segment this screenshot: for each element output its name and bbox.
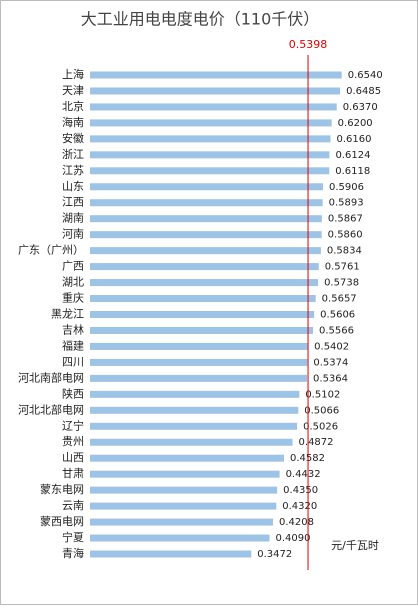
bar bbox=[90, 470, 280, 478]
category-label: 吉林 bbox=[62, 322, 84, 336]
category-label: 河北北部电网 bbox=[18, 402, 84, 416]
bar bbox=[90, 311, 315, 318]
value-label: 0.6370 bbox=[343, 102, 378, 113]
value-label: 0.5834 bbox=[327, 246, 362, 257]
bar bbox=[90, 518, 273, 526]
bar bbox=[90, 454, 284, 462]
bar bbox=[90, 438, 293, 446]
bar bbox=[90, 550, 252, 558]
category-label: 青海 bbox=[62, 546, 84, 560]
bar bbox=[90, 358, 308, 366]
unit-label: 元/千瓦时 bbox=[331, 539, 379, 552]
category-label: 广西 bbox=[62, 260, 84, 273]
value-label: 0.6485 bbox=[346, 86, 381, 97]
bar bbox=[90, 263, 319, 271]
category-label: 甘肃 bbox=[62, 467, 84, 480]
category-label: 广东（广州） bbox=[18, 244, 84, 257]
category-label: 湖南 bbox=[62, 212, 84, 225]
value-label: 0.5374 bbox=[313, 357, 348, 368]
category-label: 江苏 bbox=[62, 164, 84, 177]
bar bbox=[90, 390, 300, 398]
value-label: 0.3472 bbox=[257, 549, 292, 560]
value-label: 0.4350 bbox=[283, 485, 318, 496]
value-label: 0.6118 bbox=[335, 166, 370, 177]
category-label: 安徽 bbox=[62, 131, 84, 145]
category-label: 湖北 bbox=[62, 276, 84, 289]
bar bbox=[90, 167, 330, 175]
bar bbox=[90, 406, 299, 414]
value-label: 0.5026 bbox=[303, 421, 338, 432]
value-label: 0.6160 bbox=[337, 134, 372, 145]
value-label: 0.4432 bbox=[286, 469, 321, 480]
value-label: 0.5761 bbox=[325, 262, 360, 273]
category-label: 宁夏 bbox=[62, 530, 84, 544]
category-label: 蒙东电网 bbox=[40, 483, 84, 496]
bar bbox=[90, 87, 341, 95]
category-label: 浙江 bbox=[62, 148, 84, 161]
bar bbox=[90, 374, 308, 382]
bar bbox=[90, 342, 309, 350]
category-label: 北京 bbox=[62, 99, 84, 113]
value-label: 0.5402 bbox=[314, 341, 349, 352]
category-label: 四川 bbox=[62, 355, 84, 368]
category-label: 山西 bbox=[62, 451, 84, 464]
bar bbox=[90, 215, 322, 223]
bar bbox=[90, 534, 270, 542]
bar bbox=[90, 247, 321, 255]
chart-title: 大工业用电电度电价（110千伏） bbox=[81, 10, 320, 29]
value-label: 0.5906 bbox=[329, 182, 364, 193]
bar bbox=[90, 199, 323, 207]
category-label: 重庆 bbox=[62, 291, 84, 305]
reference-label: 0.5398 bbox=[289, 38, 328, 51]
value-label: 0.5738 bbox=[324, 278, 359, 289]
category-label: 河北南部电网 bbox=[18, 370, 84, 384]
bar bbox=[90, 119, 332, 127]
value-label: 0.5657 bbox=[322, 294, 357, 305]
category-label: 辽宁 bbox=[62, 418, 84, 432]
bar bbox=[90, 326, 313, 334]
category-label: 黑龙江 bbox=[51, 308, 84, 321]
bar bbox=[90, 71, 342, 79]
bar bbox=[90, 231, 322, 239]
value-label: 0.6200 bbox=[338, 118, 373, 129]
value-label: 0.5364 bbox=[313, 373, 348, 384]
category-label: 陕西 bbox=[62, 386, 84, 400]
category-label: 云南 bbox=[62, 499, 84, 512]
value-label: 0.5860 bbox=[328, 230, 363, 241]
value-label: 0.4320 bbox=[282, 501, 317, 512]
bar bbox=[90, 486, 278, 494]
category-label: 天津 bbox=[62, 84, 84, 97]
category-label: 山东 bbox=[62, 180, 84, 193]
bar bbox=[90, 279, 319, 287]
bar bbox=[90, 422, 298, 430]
value-label: 0.6124 bbox=[335, 150, 370, 161]
category-label: 贵州 bbox=[62, 435, 84, 448]
bar bbox=[90, 135, 331, 143]
bar bbox=[90, 295, 316, 303]
category-label: 蒙西电网 bbox=[40, 515, 84, 528]
value-label: 0.4090 bbox=[275, 533, 310, 544]
bar bbox=[90, 183, 324, 191]
value-label: 0.6540 bbox=[348, 70, 383, 81]
value-label: 0.4582 bbox=[290, 453, 325, 464]
bar bbox=[90, 151, 330, 159]
category-label: 海南 bbox=[62, 115, 84, 129]
category-label: 上海 bbox=[62, 67, 84, 81]
category-label: 福建 bbox=[62, 338, 84, 352]
value-label: 0.4872 bbox=[299, 437, 334, 448]
value-label: 0.5867 bbox=[328, 214, 363, 225]
value-label: 0.5066 bbox=[304, 405, 339, 416]
value-label: 0.5102 bbox=[305, 389, 340, 400]
value-label: 0.5566 bbox=[319, 325, 354, 336]
bar bbox=[90, 103, 337, 111]
category-label: 江西 bbox=[62, 196, 84, 209]
category-label: 河南 bbox=[62, 228, 84, 241]
bar bbox=[90, 502, 277, 510]
value-label: 0.5606 bbox=[320, 310, 355, 321]
value-label: 0.4208 bbox=[279, 517, 314, 528]
value-label: 0.5893 bbox=[329, 198, 364, 209]
